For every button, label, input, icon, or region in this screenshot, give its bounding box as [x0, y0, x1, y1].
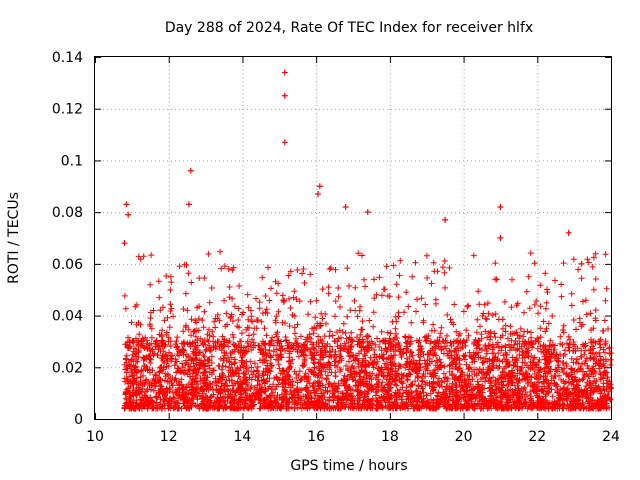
x-tick-label: 12 — [160, 429, 178, 445]
data-point — [123, 201, 130, 208]
axis-ticks — [95, 57, 612, 420]
data-point — [497, 235, 504, 241]
roti-point-cloud — [121, 248, 614, 412]
data-points — [121, 69, 614, 412]
x-tick-label: 16 — [307, 429, 325, 445]
data-point — [121, 240, 128, 247]
data-point — [281, 92, 288, 99]
data-point — [314, 191, 321, 198]
data-point — [187, 167, 194, 174]
data-point — [125, 211, 132, 218]
chart-title: Day 288 of 2024, Rate Of TEC Index for r… — [165, 20, 533, 36]
y-tick-label: 0.04 — [52, 309, 83, 325]
x-tick-label: 20 — [455, 429, 473, 445]
x-tick-label: 18 — [381, 429, 399, 445]
plot-frame — [94, 56, 612, 420]
x-tick-label: 24 — [602, 429, 620, 445]
y-tick-label: 0.12 — [52, 102, 83, 118]
data-point — [497, 203, 504, 210]
data-point — [442, 216, 449, 223]
data-point — [281, 139, 288, 146]
x-tick-label: 10 — [86, 429, 104, 445]
grid-lines — [95, 57, 611, 419]
data-point — [578, 260, 585, 267]
y-tick-label: 0.08 — [52, 205, 83, 221]
x-tick-labels: 10 12 14 16 18 20 22 24 — [86, 429, 620, 445]
data-point — [281, 69, 288, 76]
y-tick-label: 0.14 — [52, 50, 83, 66]
y-tick-label: 0 — [74, 412, 83, 428]
x-tick-label: 14 — [234, 429, 252, 445]
data-point — [342, 203, 349, 210]
data-point — [565, 229, 572, 236]
x-tick-label: 22 — [528, 429, 546, 445]
y-tick-labels: 0 0.02 0.04 0.06 0.08 0.1 0.12 0.14 — [52, 50, 83, 428]
data-point — [316, 183, 323, 190]
y-tick-label: 0.1 — [61, 153, 83, 169]
y-axis-title: ROTI / TECUs — [6, 192, 22, 284]
data-point — [493, 276, 500, 283]
x-axis-title: GPS time / hours — [290, 458, 407, 474]
data-point — [185, 201, 192, 208]
y-tick-label: 0.02 — [52, 360, 83, 376]
y-tick-label: 0.06 — [52, 257, 83, 273]
data-point — [364, 209, 371, 216]
